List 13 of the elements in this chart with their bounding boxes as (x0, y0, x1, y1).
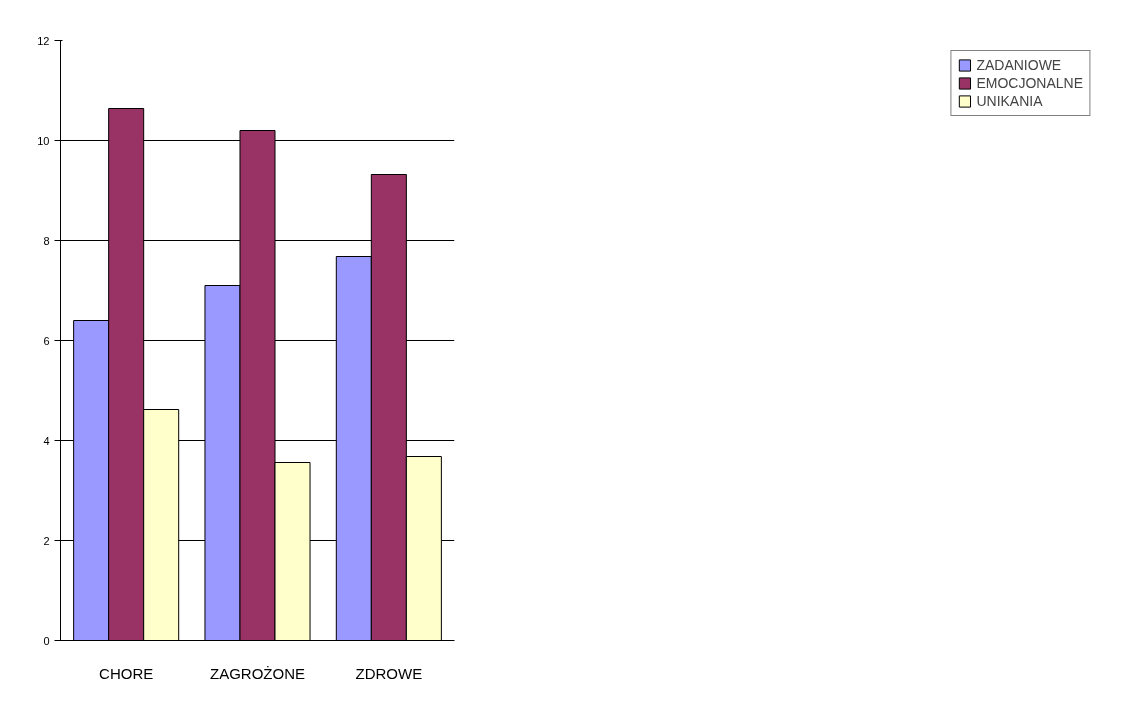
y-tick-label: 12 (37, 34, 50, 47)
y-tick-label: 0 (43, 634, 50, 647)
legend-label: EMOCJONALNE (976, 75, 1083, 91)
y-tick-label: 6 (43, 334, 50, 347)
legend-label: ZADANIOWE (976, 57, 1062, 73)
x-tick-label: CHORE (99, 664, 154, 682)
y-tick-label: 2 (43, 534, 50, 547)
x-tick-label: ZDROWE (355, 664, 423, 682)
x-tick-label: ZAGROŻONE (210, 664, 306, 682)
y-tick-label: 8 (43, 234, 50, 247)
y-tick-label: 4 (43, 434, 50, 447)
legend-label: UNIKANIA (976, 93, 1043, 109)
y-tick-label: 10 (37, 134, 50, 147)
